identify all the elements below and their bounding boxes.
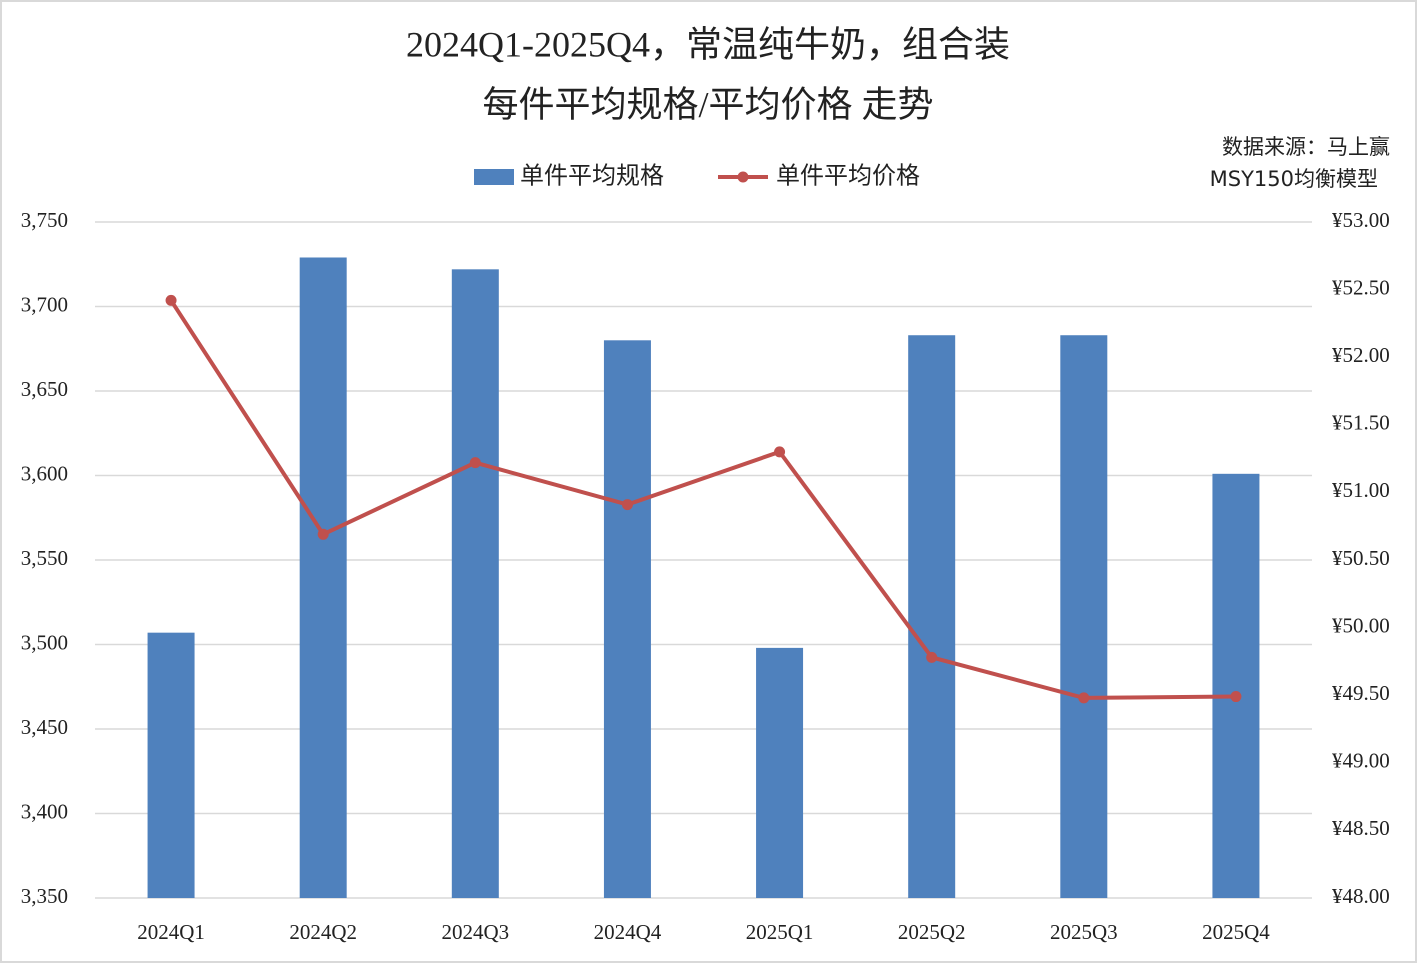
line-point xyxy=(1230,691,1242,703)
y-tick-label: 3,700 xyxy=(21,292,68,316)
y2-tick-label: ¥48.50 xyxy=(1332,816,1390,840)
y-tick-label: 3,600 xyxy=(21,461,68,485)
y2-tick-label: ¥51.50 xyxy=(1332,411,1390,435)
y-tick-label: 3,550 xyxy=(21,546,68,570)
y2-tick-label: ¥49.50 xyxy=(1332,681,1390,705)
line-point xyxy=(469,457,481,469)
chart-subtitle: 每件平均规格/平均价格 走势 xyxy=(482,84,933,124)
line xyxy=(169,299,1236,700)
x-tick-label: 2025Q4 xyxy=(1202,920,1270,944)
y2-tick-label: ¥49.00 xyxy=(1332,749,1390,773)
x-tick-label: 2024Q2 xyxy=(289,920,357,944)
y2-tick-label: ¥52.50 xyxy=(1332,275,1390,299)
x-tick-label: 2025Q1 xyxy=(746,920,814,944)
y2-tick-label: ¥52.00 xyxy=(1332,343,1390,367)
legend-marker xyxy=(737,171,749,183)
y-tick-label: 3,650 xyxy=(21,377,68,401)
bar xyxy=(451,269,499,898)
bar xyxy=(299,257,347,898)
legend-swatch xyxy=(474,169,514,185)
y-tick-label: 3,500 xyxy=(21,630,68,654)
chart-title: 2024Q1-2025Q4，常温纯牛奶，组合装 xyxy=(406,24,1010,64)
bar xyxy=(756,647,804,898)
line-point xyxy=(774,446,786,458)
bar xyxy=(908,335,956,899)
line-point xyxy=(317,528,329,540)
bar xyxy=(1212,473,1260,898)
line-point xyxy=(1078,692,1090,704)
y-tick-label: 3,400 xyxy=(21,799,68,823)
y-tick-label: 3,350 xyxy=(21,884,68,908)
line-point xyxy=(926,651,938,663)
source-note: 数据来源：马上赢 xyxy=(1222,135,1390,159)
bar xyxy=(1060,335,1108,899)
x-tick-label: 2025Q3 xyxy=(1050,920,1118,944)
x-tick-label: 2025Q2 xyxy=(898,920,966,944)
bar xyxy=(147,632,195,898)
x-tick-label: 2024Q3 xyxy=(441,920,509,944)
y2-tick-label: ¥53.00 xyxy=(1332,208,1390,232)
y-tick-label: 3,450 xyxy=(21,715,68,739)
y2-tick-label: ¥50.00 xyxy=(1332,613,1390,637)
y2-tick-label: ¥51.00 xyxy=(1332,478,1390,502)
legend-label: 单件平均价格 xyxy=(776,162,920,190)
model-note: MSY150均衡模型 xyxy=(1210,167,1378,191)
bar xyxy=(603,340,651,898)
legend-label: 单件平均规格 xyxy=(520,162,664,190)
x-tick-label: 2024Q4 xyxy=(594,920,662,944)
x-tick-label: 2024Q1 xyxy=(137,920,205,944)
line-point xyxy=(621,499,633,511)
line-point xyxy=(165,294,177,306)
y2-tick-label: ¥50.50 xyxy=(1332,546,1390,570)
y-tick-label: 3,750 xyxy=(21,208,68,232)
y2-tick-label: ¥48.00 xyxy=(1332,884,1390,908)
